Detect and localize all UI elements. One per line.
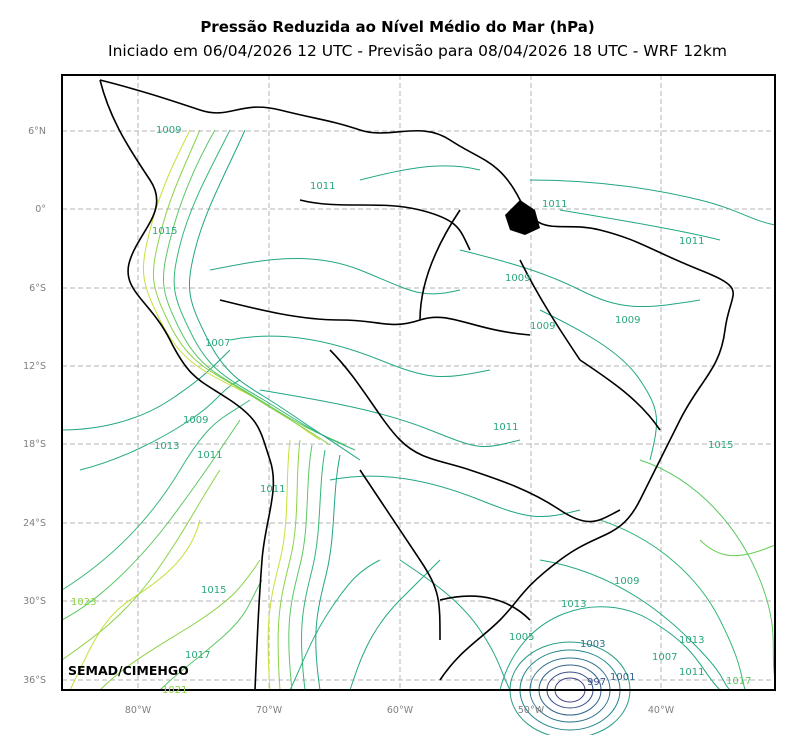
- contour-label: 997: [587, 677, 606, 688]
- lat-tick-label: 6°N: [28, 126, 46, 137]
- contour-label: 1023: [71, 597, 96, 608]
- map-title: Pressão Reduzida ao Nível Médio do Mar (…: [200, 18, 595, 36]
- lat-tick-label: 6°S: [29, 283, 46, 294]
- contour-label: 1011: [197, 450, 222, 461]
- lat-ticks: 6°N 0° 6°S 12°S 18°S 24°S 30°S 36°S: [23, 126, 46, 686]
- lon-tick-label: 80°W: [125, 705, 152, 716]
- lon-tick-label: 60°W: [387, 705, 414, 716]
- contour-labels: 1009 1015 1007 1009 1013 1011 1011 1015 …: [71, 125, 751, 696]
- contour-label: 1001: [610, 672, 635, 683]
- contour-label: 1011: [542, 199, 567, 210]
- contour-label: 1009: [505, 273, 530, 284]
- contour-label: 1021: [162, 685, 187, 696]
- land-isobars: [142, 129, 701, 691]
- lat-tick-label: 24°S: [23, 518, 46, 529]
- contour-label: 1011: [679, 236, 704, 247]
- lat-tick-label: 0°: [35, 204, 46, 215]
- map-subtitle: Iniciado em 06/04/2026 12 UTC - Previsão…: [108, 42, 727, 60]
- contour-label: 1011: [679, 667, 704, 678]
- contour-label: 1007: [652, 652, 677, 663]
- lat-tick-label: 36°S: [23, 675, 46, 686]
- contour-label: 1009: [615, 315, 640, 326]
- contour-label: 1015: [708, 440, 733, 451]
- contour-label: 1009: [156, 125, 181, 136]
- contour-label: 1009: [183, 415, 208, 426]
- contour-label: 1007: [205, 338, 230, 349]
- ocean-isobars: [61, 179, 776, 735]
- lat-tick-label: 12°S: [23, 361, 46, 372]
- contour-label: 1013: [561, 599, 586, 610]
- contour-label: 1017: [726, 676, 751, 687]
- contour-label: 1005: [509, 632, 534, 643]
- lon-tick-label: 70°W: [256, 705, 283, 716]
- contour-label: 1013: [154, 441, 179, 452]
- contour-label: 1011: [260, 484, 285, 495]
- lon-ticks: 80°W 70°W 60°W 50°W 40°W: [125, 705, 675, 716]
- lon-tick-label: 50°W: [518, 705, 545, 716]
- contour-label: 1009: [530, 321, 555, 332]
- lon-tick-label: 40°W: [648, 705, 675, 716]
- contour-label: 1009: [614, 576, 639, 587]
- lat-tick-label: 18°S: [23, 439, 46, 450]
- contour-label: 1011: [493, 422, 518, 433]
- political-borders: [99, 79, 734, 691]
- contour-label: 1003: [580, 639, 605, 650]
- contour-label: 1015: [201, 585, 226, 596]
- lat-tick-label: 30°S: [23, 596, 46, 607]
- plot-area: [62, 75, 775, 690]
- watermark: SEMAD/CIMEHGO: [68, 663, 189, 678]
- amazon-delta: [505, 200, 540, 235]
- contour-label: 1015: [152, 226, 177, 237]
- contour-label: 1017: [185, 650, 210, 661]
- plot-frame: [61, 74, 776, 691]
- contour-label: 1011: [310, 181, 335, 192]
- gridlines: [62, 75, 775, 690]
- contour-label: 1013: [679, 635, 704, 646]
